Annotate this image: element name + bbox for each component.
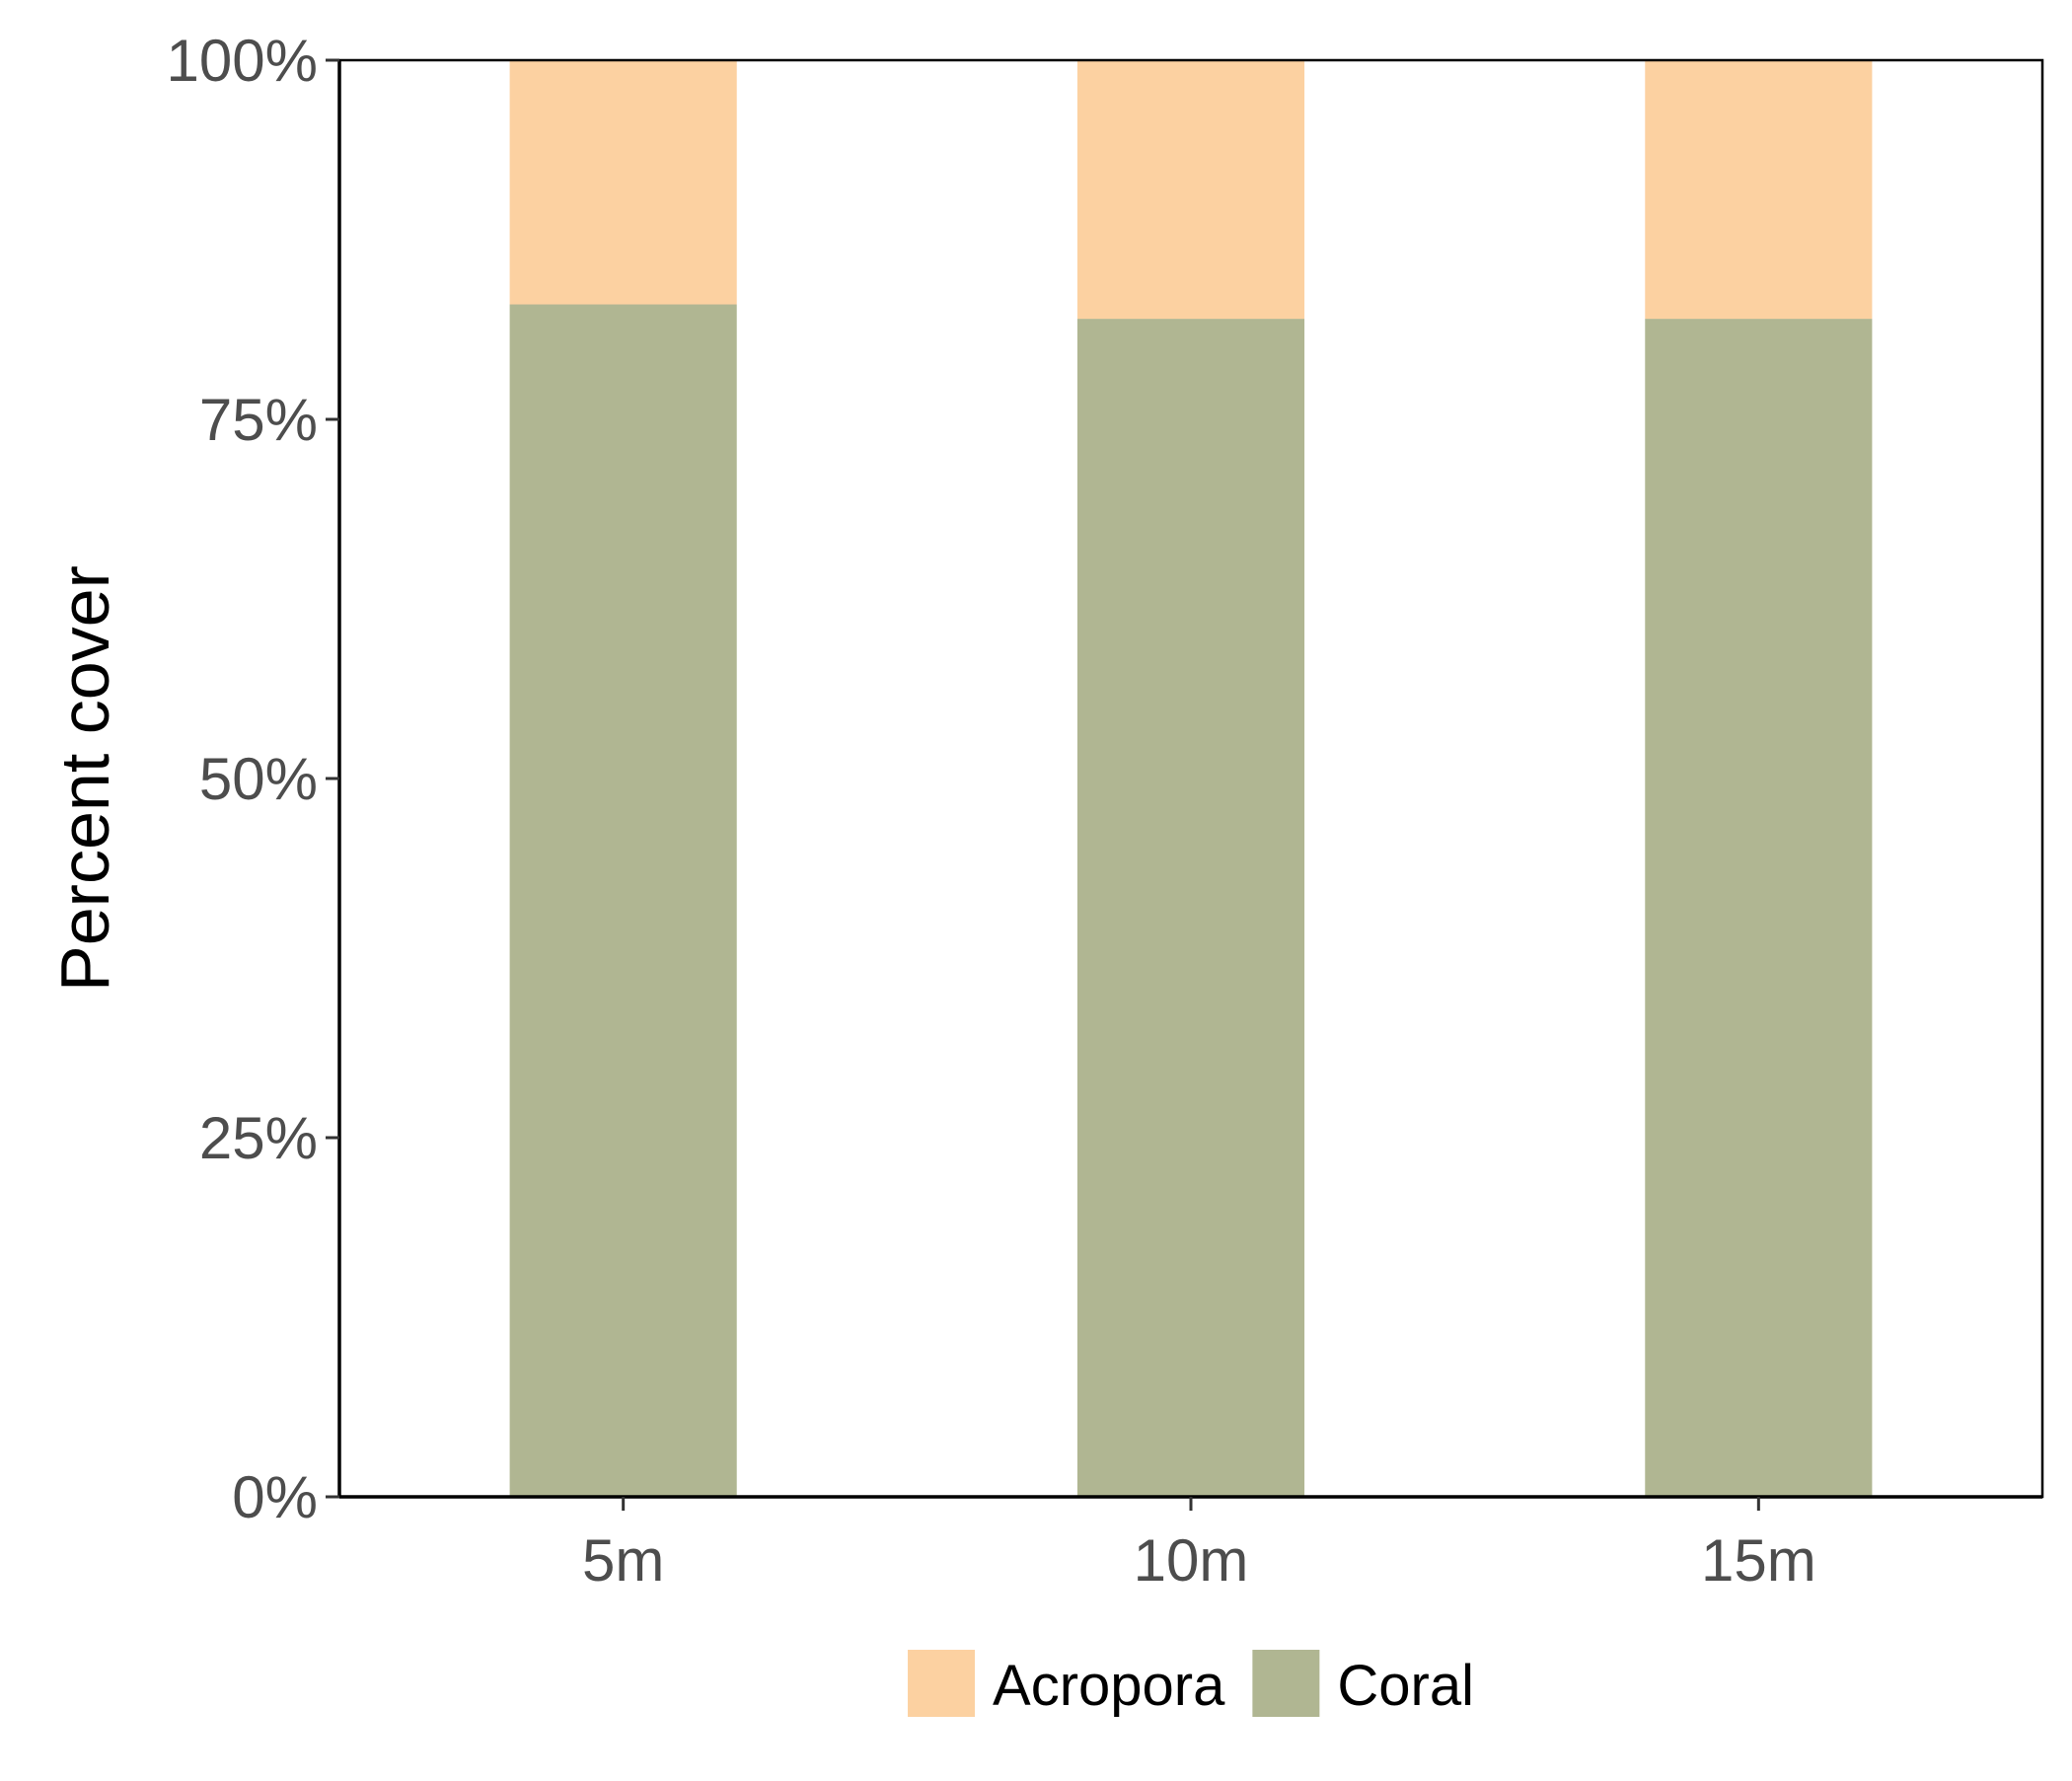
legend-label-acropora: Acropora	[993, 1654, 1225, 1718]
bar-acropora-5m	[509, 60, 737, 305]
bar-coral-5m	[509, 304, 737, 1497]
x-tick-label: 5m	[582, 1527, 664, 1594]
bar-coral-10m	[1076, 319, 1305, 1498]
y-tick-label: 100%	[167, 28, 318, 94]
y-axis-ticks: 0% 25% 50% 75% 100%	[167, 28, 339, 1530]
y-tick-label: 25%	[199, 1105, 318, 1171]
bar-coral-15m	[1645, 319, 1873, 1498]
bars-layer	[509, 60, 1873, 1498]
y-tick-label: 0%	[232, 1464, 318, 1530]
legend-swatch-coral	[1252, 1650, 1320, 1717]
legend-label-coral: Coral	[1337, 1654, 1474, 1718]
legend-swatch-acropora	[908, 1650, 976, 1717]
x-axis-ticks: 5m 10m 15m	[582, 1497, 1816, 1594]
y-axis-title: Percent cover	[46, 565, 123, 992]
x-tick-label: 15m	[1701, 1527, 1816, 1594]
y-tick-label: 75%	[199, 387, 318, 453]
legend: Acropora Coral	[908, 1650, 1474, 1718]
bar-acropora-15m	[1645, 60, 1873, 320]
y-tick-label: 50%	[199, 746, 318, 812]
x-tick-label: 10m	[1134, 1527, 1249, 1594]
bar-acropora-10m	[1076, 60, 1305, 320]
